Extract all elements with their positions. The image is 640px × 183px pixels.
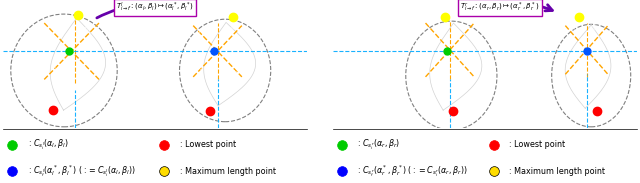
Polygon shape bbox=[565, 25, 611, 108]
Text: $\beta_l^*$: $\beta_l^*$ bbox=[132, 62, 142, 75]
Text: : Lowest point: : Lowest point bbox=[179, 140, 236, 149]
Polygon shape bbox=[204, 23, 255, 106]
Text: : $C_{s_i^l}(\alpha_l, \beta_l)$: : $C_{s_i^l}(\alpha_l, \beta_l)$ bbox=[28, 138, 68, 152]
Text: $\overline{\alpha_r}$: $\overline{\alpha_r}$ bbox=[445, 136, 454, 146]
Text: $\overline{\alpha_r^*}$: $\overline{\alpha_r^*}$ bbox=[581, 136, 593, 149]
Text: $s_i^r$: $s_i^r$ bbox=[336, 1, 346, 15]
Text: $p_2^*$: $p_2^*$ bbox=[196, 62, 204, 73]
Text: $T^l_{i\rightarrow f}: (\alpha_l, \beta_l) \mapsto (\alpha_l^*, \beta_l^*)$: $T^l_{i\rightarrow f}: (\alpha_l, \beta_… bbox=[116, 1, 194, 14]
Text: $p_2^s$: $p_2^s$ bbox=[451, 26, 458, 36]
Text: $\beta_r^*$: $\beta_r^*$ bbox=[507, 62, 517, 75]
Text: $q_1^s$: $q_1^s$ bbox=[436, 23, 443, 33]
Text: $p_2^l$: $p_2^l$ bbox=[51, 62, 57, 73]
Text: $\overline{\alpha_l}$: $\overline{\alpha_l}$ bbox=[70, 136, 79, 146]
Text: $p_1^l$: $p_1^l$ bbox=[53, 25, 60, 36]
Text: $s_f^l$: $s_f^l$ bbox=[277, 0, 286, 15]
Text: : $C_{s_f^l}(\alpha_l^*, \beta_l^*)$ $(:= C_{s_i^l}(\alpha_l, \beta_l))$: : $C_{s_f^l}(\alpha_l^*, \beta_l^*)$ $(:… bbox=[28, 163, 136, 179]
Text: $p_1^*$: $p_1^*$ bbox=[573, 62, 580, 73]
Polygon shape bbox=[50, 18, 106, 110]
Text: $q_1^*$: $q_1^*$ bbox=[572, 22, 579, 33]
Text: $s_f^r$: $s_f^r$ bbox=[609, 1, 619, 15]
FancyArrowPatch shape bbox=[97, 5, 180, 18]
Text: $T^r_{i\rightarrow f}: (\alpha_r, \beta_r) \mapsto (\alpha_r^*, \beta_r^*)$: $T^r_{i\rightarrow f}: (\alpha_r, \beta_… bbox=[460, 1, 540, 14]
Text: $q_2^*$: $q_2^*$ bbox=[591, 66, 598, 77]
Text: $p_1^s$: $p_1^s$ bbox=[438, 62, 445, 71]
Text: $\overline{\alpha_l^*}$: $\overline{\alpha_l^*}$ bbox=[212, 136, 223, 149]
Text: : $C_{s_f^r}(\alpha_r^*, \beta_r^*)$ $(:= C_{s_i^r}(\alpha_r, \beta_r))$: : $C_{s_f^r}(\alpha_r^*, \beta_r^*)$ $(:… bbox=[357, 163, 468, 179]
Text: $p_2^*$: $p_2^*$ bbox=[589, 22, 597, 33]
Text: $s_i^l$: $s_i^l$ bbox=[6, 0, 15, 15]
Polygon shape bbox=[429, 23, 482, 110]
Text: : Maximum length point: : Maximum length point bbox=[179, 167, 275, 176]
Text: $q_2^*$: $q_2^*$ bbox=[230, 66, 238, 77]
FancyArrowPatch shape bbox=[478, 3, 552, 14]
Text: : $C_{s_i^r}(\alpha_r, \beta_r)$: : $C_{s_i^r}(\alpha_r, \beta_r)$ bbox=[357, 138, 400, 152]
Text: : Lowest point: : Lowest point bbox=[509, 140, 565, 149]
Text: $q_1^l$: $q_1^l$ bbox=[83, 24, 89, 34]
Text: : Maximum length point: : Maximum length point bbox=[509, 167, 605, 176]
Text: $q_2^l$: $q_2^l$ bbox=[81, 65, 88, 75]
Text: $q_1^*$: $q_1^*$ bbox=[230, 22, 237, 33]
Text: $p_1^*$: $p_1^*$ bbox=[198, 25, 205, 36]
Text: $\beta_r$: $\beta_r$ bbox=[316, 52, 326, 61]
Text: $q_2^s$: $q_2^s$ bbox=[454, 67, 461, 76]
